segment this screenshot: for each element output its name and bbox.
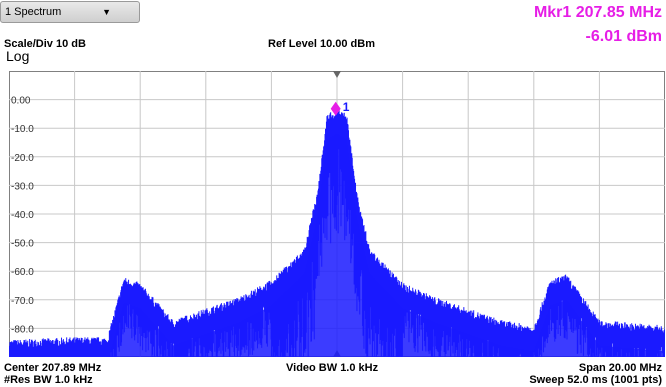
marker-amplitude-readout: -6.01 dBm xyxy=(585,28,662,45)
video-bw-label: Video BW 1.0 kHz xyxy=(286,362,379,374)
y-tick-label: -50.0 xyxy=(11,239,34,250)
y-tick-label: -80.0 xyxy=(11,324,34,335)
ref-level-label: Ref Level 10.00 dBm xyxy=(268,38,375,50)
y-tick-label: -30.0 xyxy=(11,181,34,192)
center-top-indicator-icon xyxy=(333,71,341,78)
spectrum-plot[interactable]: 0.00 -10.0 -20.0 -30.0 -40.0 -50.0 -60.0 -70.0 -… xyxy=(9,71,665,357)
y-tick-label: -20.0 xyxy=(11,153,34,164)
chevron-down-icon[interactable]: ▼ xyxy=(102,7,111,17)
y-tick-label: -40.0 xyxy=(11,210,34,221)
window-select[interactable]: 1 Spectrum ▼ xyxy=(0,1,140,23)
marker-diamond-icon[interactable] xyxy=(330,101,341,116)
marker-frequency-readout: Mkr1 207.85 MHz xyxy=(533,4,662,21)
window-select-label: 1 Spectrum xyxy=(5,6,62,18)
sweep-label: Sweep 52.0 ms (1001 pts) xyxy=(529,374,662,386)
spectrum-trace-fill xyxy=(9,133,665,357)
y-tick-label: -10.0 xyxy=(11,124,34,135)
log-label: Log xyxy=(6,48,30,64)
scale-div-label: Scale/Div 10 dB xyxy=(4,38,86,50)
y-tick-label: -60.0 xyxy=(11,267,34,278)
res-bw-label: #Res BW 1.0 kHz xyxy=(4,374,93,386)
span-label: Span 20.00 MHz xyxy=(578,362,662,374)
center-frequency-label: Center 207.89 MHz xyxy=(4,362,102,374)
y-tick-label: -70.0 xyxy=(11,296,34,307)
marker-number-label: 1 xyxy=(343,100,350,114)
y-tick-label: 0.00 xyxy=(11,96,31,107)
